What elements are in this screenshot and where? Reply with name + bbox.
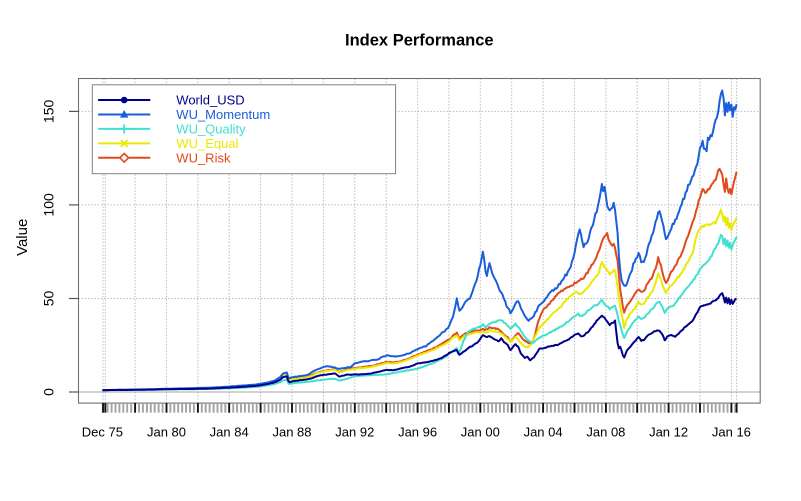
svg-text:Dec 75: Dec 75 [82, 425, 123, 440]
svg-text:Value: Value [14, 219, 31, 256]
svg-text:WU_Quality: WU_Quality [176, 121, 246, 136]
svg-text:Jan 88: Jan 88 [272, 425, 311, 440]
svg-text:Jan 80: Jan 80 [147, 425, 186, 440]
svg-text:150: 150 [41, 100, 57, 124]
svg-text:Jan 00: Jan 00 [461, 425, 500, 440]
svg-text:Jan 08: Jan 08 [586, 425, 625, 440]
svg-text:World_USD: World_USD [176, 93, 244, 108]
svg-text:Jan 92: Jan 92 [335, 425, 374, 440]
svg-text:Jan 16: Jan 16 [712, 425, 751, 440]
svg-text:50: 50 [41, 291, 57, 307]
svg-text:WU_Risk: WU_Risk [176, 150, 231, 165]
svg-text:100: 100 [41, 193, 57, 217]
svg-text:Jan 04: Jan 04 [524, 425, 563, 440]
svg-text:0: 0 [41, 388, 57, 396]
svg-text:WU_Equal: WU_Equal [176, 136, 238, 151]
svg-text:Index Performance: Index Performance [345, 31, 494, 49]
svg-text:WU_Momentum: WU_Momentum [176, 107, 270, 122]
svg-text:Jan 96: Jan 96 [398, 425, 437, 440]
svg-text:Jan 12: Jan 12 [649, 425, 688, 440]
svg-text:Jan 84: Jan 84 [210, 425, 249, 440]
